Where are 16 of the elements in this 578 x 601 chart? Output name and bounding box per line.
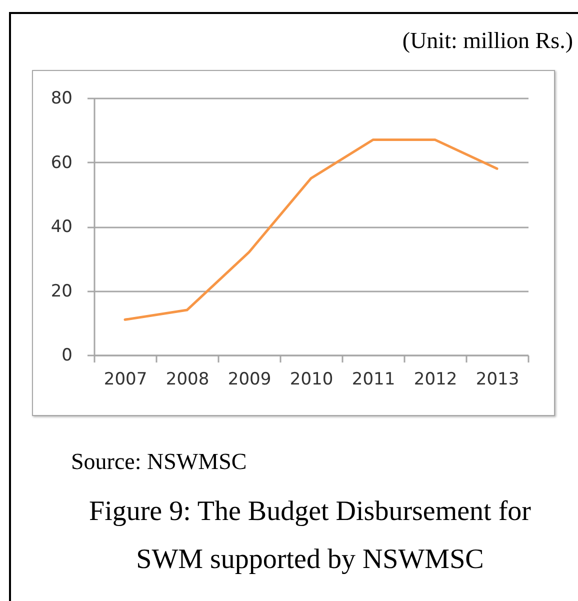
y-tick-label: 60 (50, 152, 72, 173)
x-tick-label: 2010 (290, 370, 334, 390)
y-tick-label: 0 (62, 346, 72, 366)
y-tick-label: 80 (50, 88, 72, 108)
y-tick-label: 20 (50, 281, 72, 302)
text: (Unit: million Rs.) (402, 28, 573, 54)
y-tick-label: 40 (50, 217, 72, 237)
x-tick-label: 2011 (352, 370, 396, 390)
source-note: Source: NSWMSC (71, 449, 247, 475)
x-tick-label: 2007 (104, 370, 148, 390)
line-series (124, 138, 498, 321)
x-tick-label: 2009 (228, 370, 272, 390)
x-tick-label: 2013 (476, 370, 520, 390)
x-tick-label: 2008 (166, 370, 210, 390)
x-tick-label: 2012 (414, 370, 458, 390)
text: Figure 9: The Budget Disbursement for SWM supported by NSWMSC (88, 495, 532, 577)
